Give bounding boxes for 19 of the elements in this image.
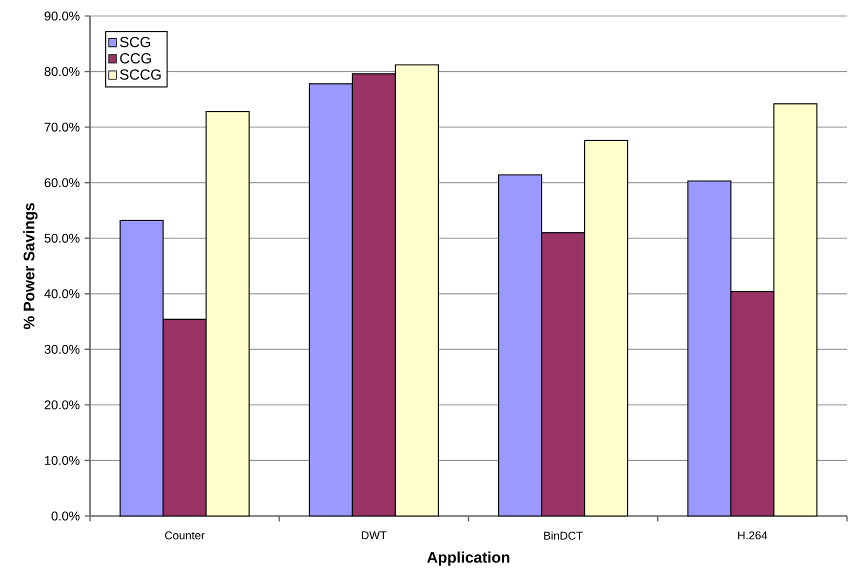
legend-label: CCG [120, 53, 151, 64]
x-tick-label: Counter [165, 531, 205, 540]
y-tick-label: 50.0% [44, 234, 80, 243]
y-tick-label: 0.0% [52, 512, 80, 520]
y-tick-label: 90.0% [44, 12, 80, 20]
x-tick-label: BinDCT [544, 531, 583, 540]
x-tick-label: DWT [362, 531, 387, 540]
y-tick-label: 30.0% [44, 344, 80, 354]
y-tick-label: 60.0% [44, 178, 80, 188]
y-axis-title: % Power Savings [23, 203, 38, 330]
y-tick-label: 10.0% [45, 456, 80, 465]
x-tick-label: H.264 [738, 531, 768, 540]
y-tick-label: 40.0% [44, 289, 80, 298]
y-tick-label: 20.0% [44, 400, 80, 410]
y-tick-label: 70.0% [44, 122, 80, 132]
y-tick-label: 80.0% [44, 67, 80, 76]
x-axis-title: Application [427, 552, 510, 566]
legend-label: SCG [120, 36, 150, 48]
legend-label: SCCG [120, 69, 161, 80]
